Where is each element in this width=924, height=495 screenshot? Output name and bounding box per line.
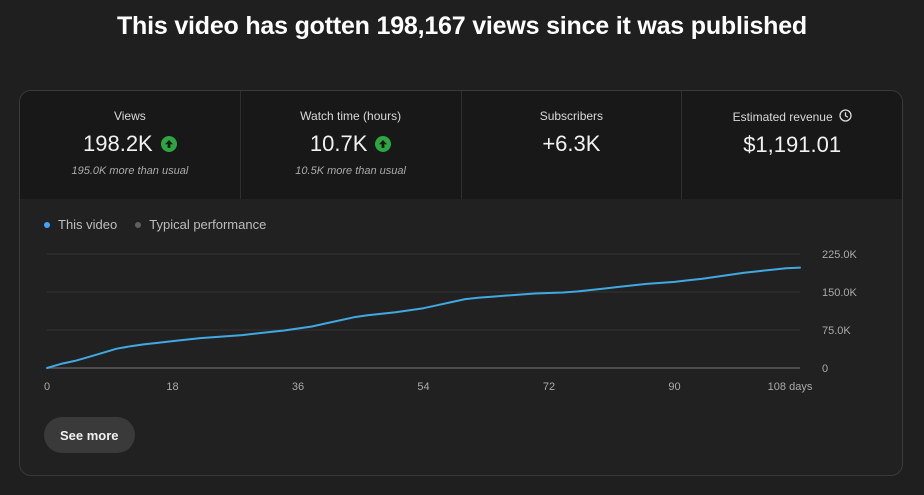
- views-line-chart: 0 75.0K 150.0K 225.0K 0 18 36 54 72 90 108 days: [44, 249, 858, 393]
- x-tick-label: 18: [166, 381, 178, 393]
- y-tick-label: 150.0K: [822, 287, 858, 299]
- x-tick-label: 36: [292, 381, 304, 393]
- arrow-up-icon: [375, 136, 392, 152]
- metric-revenue[interactable]: Estimated revenue $1,191.01: [682, 91, 902, 199]
- metric-subscribers[interactable]: Subscribers +6.3K: [462, 91, 683, 199]
- x-tick-label: 54: [417, 381, 429, 393]
- legend-dot-this-video: [44, 221, 50, 228]
- metric-label: Watch time (hours): [300, 109, 402, 123]
- chart-legend: This video Typical performance: [44, 217, 266, 232]
- x-tick-label: 0: [44, 381, 50, 393]
- legend-typical-performance[interactable]: Typical performance: [135, 217, 266, 232]
- y-tick-label: 75.0K: [822, 325, 851, 337]
- legend-dot-typical: [135, 221, 142, 228]
- metric-label: Views: [113, 109, 146, 123]
- metric-value: 10.7K: [309, 131, 368, 156]
- y-tick-label: 0: [822, 363, 828, 375]
- metric-label: Subscribers: [539, 109, 604, 123]
- metric-comparison: 10.5K more than usual: [295, 165, 406, 177]
- legend-label: This video: [58, 217, 118, 232]
- legend-label: Typical performance: [149, 217, 267, 232]
- analytics-card: Views 198.2K 195.0K more than usual Watc…: [19, 90, 903, 476]
- metric-value: $1,191.01: [743, 132, 842, 157]
- series-line-this-video: [46, 266, 801, 369]
- legend-this-video[interactable]: This video: [44, 217, 117, 232]
- page-headline: This video has gotten 198,167 views sinc…: [116, 12, 808, 40]
- clock-icon: [839, 109, 852, 125]
- x-tick-label: 108 days: [768, 381, 813, 393]
- arrow-up-icon: [160, 136, 177, 152]
- metric-value: 198.2K: [83, 131, 153, 156]
- x-tick-label: 72: [543, 381, 555, 393]
- metric-label: Estimated revenue: [732, 110, 833, 124]
- metric-watch-time[interactable]: Watch time (hours) 10.7K 10.5K more than…: [241, 91, 462, 199]
- metric-views[interactable]: Views 198.2K 195.0K more than usual: [20, 91, 241, 199]
- metrics-row: Views 198.2K 195.0K more than usual Watc…: [20, 91, 902, 199]
- x-tick-label: 90: [668, 381, 680, 393]
- metric-value: +6.3K: [542, 131, 601, 156]
- see-more-button[interactable]: See more: [44, 417, 135, 453]
- y-tick-label: 225.0K: [822, 249, 858, 261]
- metric-comparison: 195.0K more than usual: [71, 165, 189, 177]
